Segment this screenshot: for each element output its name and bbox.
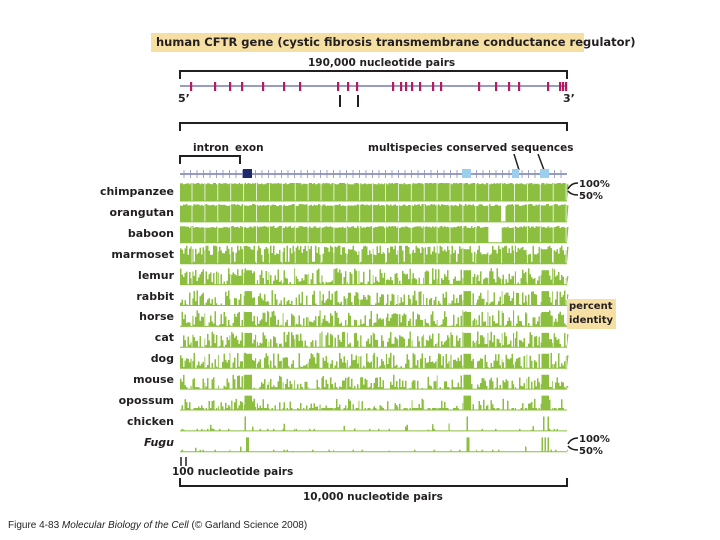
species-label-horse: horse [139, 310, 174, 324]
gene-length-label: 190,000 nucleotide pairs [308, 57, 456, 69]
bottom-scale-100: 100% [579, 434, 610, 445]
small-scale-bar [180, 457, 187, 466]
bottom-scale-50: 50% [579, 446, 603, 457]
exon-tick [478, 82, 481, 91]
identity-profile [180, 268, 569, 285]
exon-tick [495, 82, 498, 91]
exon-tick [547, 82, 550, 91]
exon-tick [405, 82, 408, 91]
species-label-dog: dog [150, 352, 174, 366]
exon-tick [400, 82, 403, 91]
figure-title: human CFTR gene (cystic fibrosis transme… [151, 33, 635, 52]
species-label-cat: cat [154, 331, 174, 345]
identity-track-fugu [180, 433, 569, 453]
identity-profile [180, 395, 569, 410]
exon-tick [392, 82, 395, 91]
identity-tracks [180, 183, 569, 453]
identity-profile [180, 331, 569, 348]
scale-brackets [567, 182, 579, 451]
exon-tick [356, 82, 359, 91]
conserved-marker-2 [512, 169, 519, 178]
exon-tick [214, 82, 217, 91]
exon-tick [565, 82, 568, 91]
identity-profile [180, 245, 569, 264]
caption-prefix: Figure 4-83 [8, 520, 60, 531]
species-label-opossum: opossum [118, 394, 174, 407]
exon-tick [190, 82, 193, 91]
caption-suffix: (© Garland Science 2008) [191, 520, 308, 531]
identity-track-dog [180, 350, 569, 369]
exon-tick [337, 82, 340, 91]
identity-profile [180, 225, 569, 243]
identity-track-orangutan [180, 203, 569, 223]
identity-track-horse [180, 308, 569, 327]
exon-tick [411, 82, 414, 91]
identity-track-chicken [180, 412, 569, 432]
three-prime-label: 3’ [563, 92, 575, 105]
identity-track-lemur [180, 266, 569, 286]
species-label-chimpanzee: chimpanzee [99, 185, 174, 198]
exon-tick [262, 82, 265, 91]
intron-exon-bracket [179, 153, 545, 171]
exon-tick [440, 82, 443, 91]
small-scale-label: 100 nucleotide pairs [172, 466, 294, 478]
five-prime-label: 5’ [178, 92, 190, 105]
figure-caption: Figure 4-83 Molecular Biology of the Cel… [8, 520, 307, 531]
top-scale-100: 100% [579, 179, 610, 190]
region-length-label: 10,000 nucleotide pairs [303, 491, 443, 503]
exon-box [243, 169, 252, 178]
exon-tick [562, 82, 565, 91]
identity-profile [180, 310, 569, 327]
gene-map [180, 82, 568, 91]
species-label-baboon: baboon [127, 226, 174, 240]
identity-track-rabbit [180, 287, 569, 306]
exon-ticks [190, 82, 568, 91]
species-label-fugu: Fugu [144, 435, 174, 449]
exon-tick [518, 82, 521, 91]
percent-identity-line1: percent [569, 301, 613, 312]
top-length-bracket [179, 70, 568, 79]
identity-track-marmoset [180, 245, 569, 265]
exon-tick [508, 82, 511, 91]
identity-track-opossum [180, 392, 569, 411]
species-label-rabbit: rabbit [136, 289, 174, 303]
conserved-marker-3 [540, 169, 549, 178]
exon-tick [347, 82, 350, 91]
identity-profile [180, 374, 569, 390]
identity-track-baboon [180, 224, 569, 244]
sequence-axis [180, 169, 567, 178]
identity-track-chimpanzee [180, 183, 569, 202]
identity-profile [180, 290, 569, 306]
conserved-label: multispecies conserved sequences [368, 142, 574, 154]
species-label-mouse: mouse [133, 373, 174, 387]
exon-tick [241, 82, 244, 91]
identity-track-mouse [180, 371, 569, 390]
percent-identity-line2: identity [569, 315, 613, 326]
identity-profile [180, 437, 569, 452]
percent-identity-label: percent identity [567, 299, 616, 329]
exon-label: exon [235, 142, 264, 154]
caption-book: Molecular Biology of the Cell [61, 520, 189, 531]
identity-profile [180, 416, 569, 431]
identity-track-cat [180, 329, 569, 348]
bottom-length-bracket [179, 478, 568, 487]
species-label-marmoset: marmoset [111, 247, 174, 261]
exon-tick [432, 82, 435, 91]
exon-tick [559, 82, 562, 91]
identity-profile [180, 183, 569, 201]
exon-tick [229, 82, 232, 91]
identity-profile [180, 352, 569, 369]
identity-profile [180, 203, 569, 222]
species-label-orangutan: orangutan [109, 205, 174, 219]
species-label-chicken: chicken [127, 414, 174, 428]
exon-tick [419, 82, 422, 91]
top-scale-50: 50% [579, 191, 603, 202]
species-label-lemur: lemur [138, 268, 174, 282]
exon-tick [299, 82, 302, 91]
intron-label: intron [193, 142, 229, 154]
exon-tick [283, 82, 286, 91]
conserved-marker-1 [462, 169, 471, 178]
zoom-bracket [179, 95, 568, 131]
